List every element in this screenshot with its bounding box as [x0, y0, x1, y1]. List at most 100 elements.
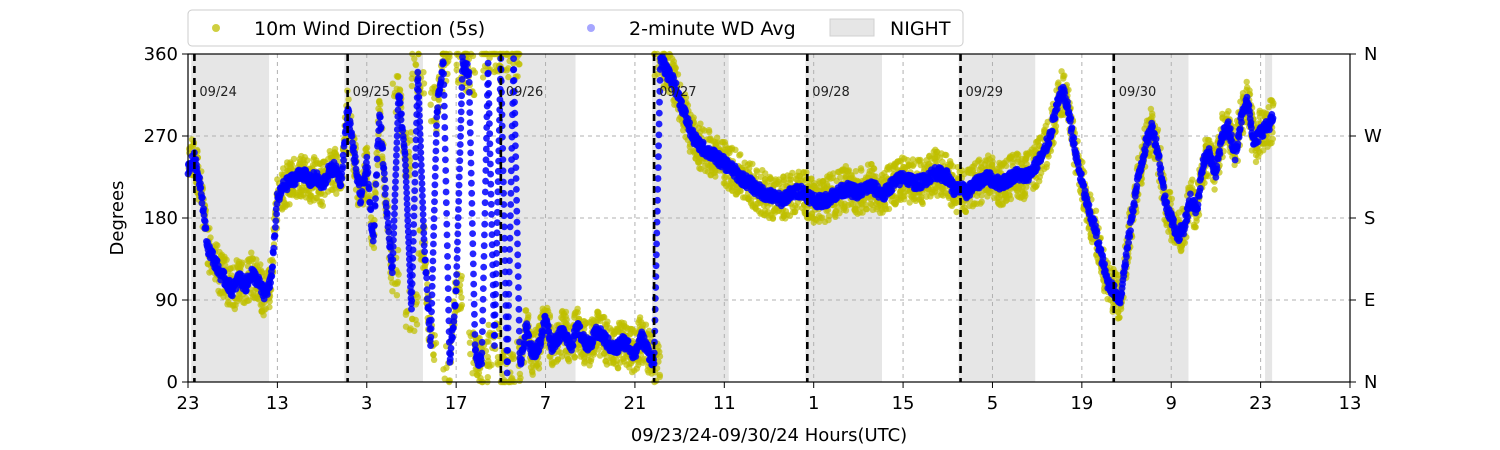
wind-5s-point: [515, 61, 523, 68]
wind-avg-point: [492, 270, 500, 278]
wind-avg-point: [467, 149, 475, 157]
wind-5s-point: [882, 206, 890, 213]
wind-avg-point: [453, 271, 460, 278]
wind-avg-point: [396, 99, 404, 107]
wind-avg-point: [430, 232, 437, 240]
wind-5s-point: [901, 196, 908, 203]
wind-avg-point: [488, 221, 496, 228]
wind-5s-point: [473, 371, 481, 378]
wind-5s-point: [779, 214, 786, 222]
wind-avg-point: [264, 291, 271, 298]
wind-avg-point: [373, 171, 381, 179]
wind-avg-point: [409, 263, 416, 271]
wind-5s-point: [767, 175, 774, 183]
wind-5s-point: [837, 174, 844, 181]
wind-avg-point: [430, 223, 438, 231]
wind-5s-point: [856, 209, 863, 216]
wind-avg-point: [417, 161, 425, 169]
wind-avg-point: [441, 134, 449, 142]
wind-5s-point: [857, 165, 865, 172]
wind-5s-point: [253, 256, 260, 263]
wind-avg-point: [455, 189, 463, 197]
wind-avg-point: [499, 167, 507, 175]
wind-5s-point: [458, 294, 465, 301]
wind-avg-point: [512, 142, 519, 150]
wind-avg-point: [506, 223, 514, 231]
wind-5s-point: [842, 207, 850, 214]
wind-avg-point: [494, 208, 501, 216]
wind-5s-point: [900, 164, 907, 171]
wind-avg-point: [381, 190, 389, 198]
wind-5s-point: [396, 87, 404, 94]
wind-5s-point: [636, 314, 644, 321]
wind-avg-point: [454, 214, 462, 222]
wind-5s-point: [409, 70, 416, 78]
wind-avg-point: [544, 322, 552, 330]
wind-avg-point: [510, 55, 517, 62]
wind-5s-point: [792, 202, 799, 209]
wind-avg-point: [466, 99, 473, 106]
wind-avg-point: [504, 335, 512, 343]
wind-5s-point: [919, 200, 926, 208]
wind-5s-point: [952, 199, 960, 206]
wind-5s-point: [1022, 192, 1029, 200]
wind-avg-point: [504, 347, 512, 354]
wind-5s-point: [852, 168, 859, 175]
wind-5s-point: [458, 272, 465, 280]
wind-avg-point: [511, 131, 519, 139]
wind-avg-point: [429, 274, 436, 282]
wind-avg-point: [409, 238, 417, 245]
wind-avg-point: [445, 295, 452, 303]
wind-avg-point: [479, 295, 487, 303]
wind-5s-point: [782, 208, 790, 215]
wind-5s-point: [1043, 160, 1051, 168]
wind-avg-point: [457, 108, 465, 116]
wind-5s-point: [882, 173, 890, 181]
wind-5s-point: [803, 169, 810, 176]
wind-5s-point: [706, 128, 713, 136]
wind-avg-point: [491, 311, 499, 319]
wind-avg-point: [505, 268, 513, 276]
wind-5s-point: [562, 308, 570, 316]
wind-avg-point: [415, 99, 423, 107]
wind-avg-point: [392, 171, 400, 179]
wind-avg-point: [409, 254, 417, 262]
wind-avg-point: [397, 116, 405, 124]
wind-5s-point: [486, 363, 493, 370]
wind-5s-point: [819, 214, 826, 221]
wind-avg-point: [442, 167, 450, 174]
wind-avg-point: [506, 234, 514, 242]
wind-avg-point: [453, 279, 460, 287]
wind-avg-point: [512, 175, 520, 182]
wind-5s-point: [411, 327, 418, 335]
wind-avg-point: [457, 124, 465, 132]
wind-avg-point: [507, 178, 515, 186]
wind-avg-point: [485, 100, 493, 107]
wind-avg-point: [420, 223, 427, 231]
wind-5s-point: [466, 339, 474, 346]
wind-5s-point: [989, 158, 996, 165]
wind-5s-point: [283, 201, 291, 208]
wind-avg-point: [485, 90, 493, 97]
wind-avg-point: [389, 243, 397, 251]
wind-avg-point: [420, 235, 428, 243]
wind-avg-point: [411, 170, 419, 178]
wind-5s-point: [1041, 165, 1048, 172]
wind-avg-point: [486, 140, 494, 148]
wind-5s-point: [557, 349, 564, 356]
wind-5s-point: [595, 346, 602, 353]
wind-avg-point: [402, 161, 409, 169]
wind-avg-point: [384, 210, 391, 218]
wind-avg-point: [197, 184, 205, 192]
wind-avg-point: [507, 212, 514, 220]
wind-avg-point: [467, 169, 475, 177]
wind-5s-point: [377, 101, 384, 108]
wind-5s-point: [393, 292, 401, 299]
wind-5s-point: [553, 358, 560, 365]
wind-avg-point: [418, 180, 426, 187]
wind-avg-point: [500, 223, 508, 231]
wind-5s-point: [453, 66, 460, 74]
wind-avg-point: [420, 229, 428, 237]
wind-avg-point: [371, 202, 379, 210]
wind-avg-point: [471, 321, 478, 328]
